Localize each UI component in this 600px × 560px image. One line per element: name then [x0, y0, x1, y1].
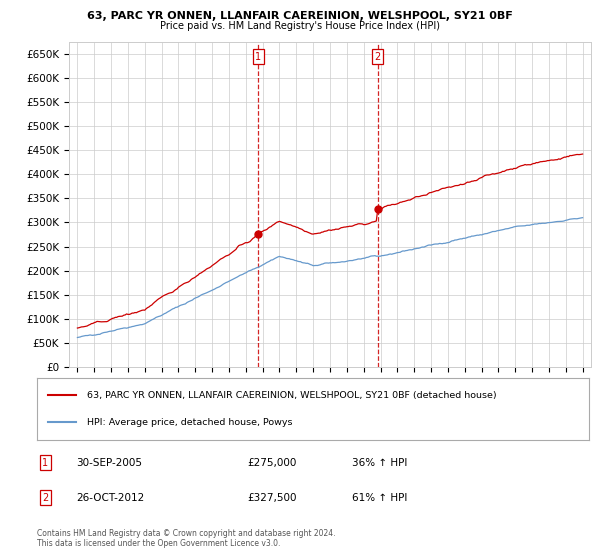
Text: 26-OCT-2012: 26-OCT-2012	[76, 493, 144, 503]
Text: 30-SEP-2005: 30-SEP-2005	[76, 458, 142, 468]
Text: 63, PARC YR ONNEN, LLANFAIR CAEREINION, WELSHPOOL, SY21 0BF: 63, PARC YR ONNEN, LLANFAIR CAEREINION, …	[87, 11, 513, 21]
Text: 63, PARC YR ONNEN, LLANFAIR CAEREINION, WELSHPOOL, SY21 0BF (detached house): 63, PARC YR ONNEN, LLANFAIR CAEREINION, …	[87, 391, 497, 400]
Text: 61% ↑ HPI: 61% ↑ HPI	[352, 493, 407, 503]
Text: Price paid vs. HM Land Registry's House Price Index (HPI): Price paid vs. HM Land Registry's House …	[160, 21, 440, 31]
Text: £275,000: £275,000	[247, 458, 296, 468]
Text: 1: 1	[256, 52, 262, 62]
Text: This data is licensed under the Open Government Licence v3.0.: This data is licensed under the Open Gov…	[37, 539, 281, 548]
Text: 1: 1	[43, 458, 49, 468]
Text: Contains HM Land Registry data © Crown copyright and database right 2024.: Contains HM Land Registry data © Crown c…	[37, 529, 336, 538]
Text: HPI: Average price, detached house, Powys: HPI: Average price, detached house, Powy…	[87, 418, 292, 427]
Text: 36% ↑ HPI: 36% ↑ HPI	[352, 458, 407, 468]
Text: 2: 2	[374, 52, 381, 62]
Text: £327,500: £327,500	[247, 493, 296, 503]
Text: 2: 2	[43, 493, 49, 503]
